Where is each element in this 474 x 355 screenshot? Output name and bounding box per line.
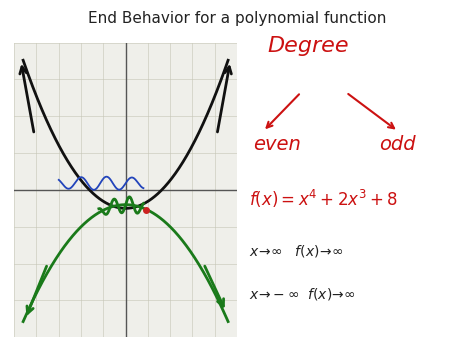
Text: even: even (254, 135, 301, 154)
Text: Degree: Degree (268, 36, 349, 55)
Text: $x\!\to\!\infty$   $f(x)\!\to\!\infty$: $x\!\to\!\infty$ $f(x)\!\to\!\infty$ (249, 243, 343, 259)
Text: $f(x) = x^4+2x^3+8$: $f(x) = x^4+2x^3+8$ (249, 188, 398, 210)
Text: odd: odd (379, 135, 416, 154)
Text: End Behavior for a polynomial function: End Behavior for a polynomial function (88, 11, 386, 26)
Text: $x\!\to\!-\infty$  $f(x)\!\to\!\infty$: $x\!\to\!-\infty$ $f(x)\!\to\!\infty$ (249, 286, 356, 302)
